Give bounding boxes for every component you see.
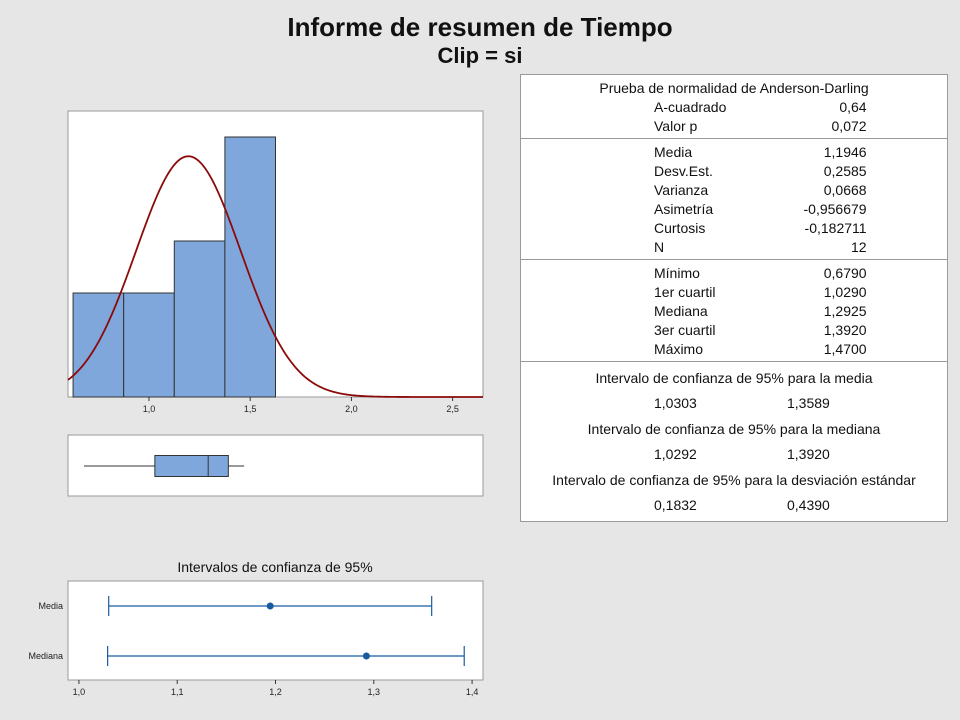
stat-value: 0,6790 xyxy=(823,265,867,281)
ci-mean-title: Intervalo de confianza de 95% para la me… xyxy=(595,370,873,386)
stat-row: Asimetría -0,956679 xyxy=(521,200,947,219)
stat-row: Máximo 1,4700 xyxy=(521,340,947,359)
stat-value: 1,3920 xyxy=(823,322,867,338)
stat-label: Mínimo xyxy=(654,265,700,281)
report-title: Informe de resumen de Tiempo xyxy=(287,12,673,42)
stat-row: N 12 xyxy=(521,238,947,257)
stat-row: A-cuadrado 0,64 xyxy=(521,98,947,117)
stat-value: 1,0290 xyxy=(823,284,867,300)
ci-mean-high: 1,3589 xyxy=(787,395,830,411)
stat-row: Varianza 0,0668 xyxy=(521,181,947,200)
x-tick-label: 2,0 xyxy=(345,404,358,414)
ci-category-label: Mediana xyxy=(28,651,63,661)
histogram-bar xyxy=(224,136,276,398)
stat-row: 3er cuartil 1,3920 xyxy=(521,321,947,340)
stat-label: Media xyxy=(654,144,693,160)
normal-fit-curve xyxy=(67,155,483,398)
histogram-x-axis: 1,0 1,5 2,0 2,5 xyxy=(143,397,459,414)
stat-label: Mediana xyxy=(654,303,708,319)
stat-value: 0,2585 xyxy=(823,163,867,179)
x-tick-label: 1,0 xyxy=(73,687,86,697)
ci-category-label: Media xyxy=(38,601,63,611)
stat-label: A-cuadrado xyxy=(654,99,727,115)
x-tick-label: 1,0 xyxy=(143,404,156,414)
x-tick-label: 1,1 xyxy=(171,687,184,697)
stat-value: -0,956679 xyxy=(803,201,867,217)
ci-panel xyxy=(67,580,484,681)
stat-value: -0,182711 xyxy=(804,220,867,236)
stat-row: Desv.Est. 0,2585 xyxy=(521,162,947,181)
x-tick-label: 1,2 xyxy=(269,687,282,697)
quartiles-section: Mínimo 0,6790 1er cuartil 1,0290 Mediana 1,… xyxy=(521,260,947,362)
histogram-bar xyxy=(173,240,226,398)
ci-interval-center xyxy=(362,652,370,660)
stat-label: Desv.Est. xyxy=(654,163,713,179)
ci-interval-center xyxy=(266,602,274,610)
stat-label: 3er cuartil xyxy=(654,322,716,338)
x-tick-label: 1,4 xyxy=(466,687,479,697)
ci-mean-low: 1,0303 xyxy=(654,395,697,411)
stat-row: Valor p 0,072 xyxy=(521,117,947,136)
anderson-darling-section: Prueba de normalidad de Anderson-Darling… xyxy=(521,75,947,139)
stat-value: 1,2925 xyxy=(823,303,867,319)
moments-section: Media 1,1946 Desv.Est. 0,2585 Varianza 0,06… xyxy=(521,139,947,260)
statistics-table: Prueba de normalidad de Anderson-Darling… xyxy=(520,74,948,522)
ci-intervals: Media Mediana xyxy=(28,596,465,666)
boxplot-box xyxy=(154,455,229,477)
anderson-darling-title: Prueba de normalidad de Anderson-Darling xyxy=(599,80,869,96)
stat-value: 12 xyxy=(850,239,867,255)
stat-label: 1er cuartil xyxy=(654,284,716,300)
stat-row: Mediana 1,2925 xyxy=(521,302,947,321)
stat-label: Varianza xyxy=(654,182,709,198)
ci-x-axis: 1,0 1,1 1,2 1,3 1,4 xyxy=(73,680,479,697)
stat-label: N xyxy=(654,239,665,255)
stat-label: Asimetría xyxy=(654,201,714,217)
stat-value: 1,1946 xyxy=(823,144,867,160)
stat-value: 0,64 xyxy=(839,99,867,115)
ci-sd-low: 0,1832 xyxy=(654,497,697,513)
stat-label: Valor p xyxy=(654,118,698,134)
ci-chart-title: Intervalos de confianza de 95% xyxy=(177,559,372,575)
stat-value: 0,0668 xyxy=(823,182,867,198)
stat-value: 1,4700 xyxy=(823,341,867,357)
stat-row: Media 1,1946 xyxy=(521,143,947,162)
stat-row: Curtosis -0,182711 xyxy=(521,219,947,238)
stat-row: Mínimo 0,6790 xyxy=(521,264,947,283)
stat-label: Máximo xyxy=(654,341,704,357)
stat-value: 0,072 xyxy=(831,118,867,134)
x-tick-label: 1,3 xyxy=(368,687,381,697)
histogram-bar xyxy=(72,292,125,398)
ci-median-low: 1,0292 xyxy=(654,446,697,462)
histogram-bars xyxy=(72,136,276,398)
ci-sd-title: Intervalo de confianza de 95% para la de… xyxy=(552,472,916,488)
report-subtitle: Clip = si xyxy=(437,43,523,68)
boxplot xyxy=(83,455,245,477)
histogram-bar xyxy=(123,292,175,398)
x-tick-label: 2,5 xyxy=(446,404,459,414)
ci-sd-high: 0,4390 xyxy=(787,497,830,513)
stat-row: 1er cuartil 1,0290 xyxy=(521,283,947,302)
stat-label: Curtosis xyxy=(654,220,706,236)
ci-median-title: Intervalo de confianza de 95% para la me… xyxy=(587,421,881,437)
confidence-intervals-section: Intervalo de confianza de 95% para la me… xyxy=(521,362,947,521)
ci-median-high: 1,3920 xyxy=(787,446,830,462)
x-tick-label: 1,5 xyxy=(244,404,257,414)
